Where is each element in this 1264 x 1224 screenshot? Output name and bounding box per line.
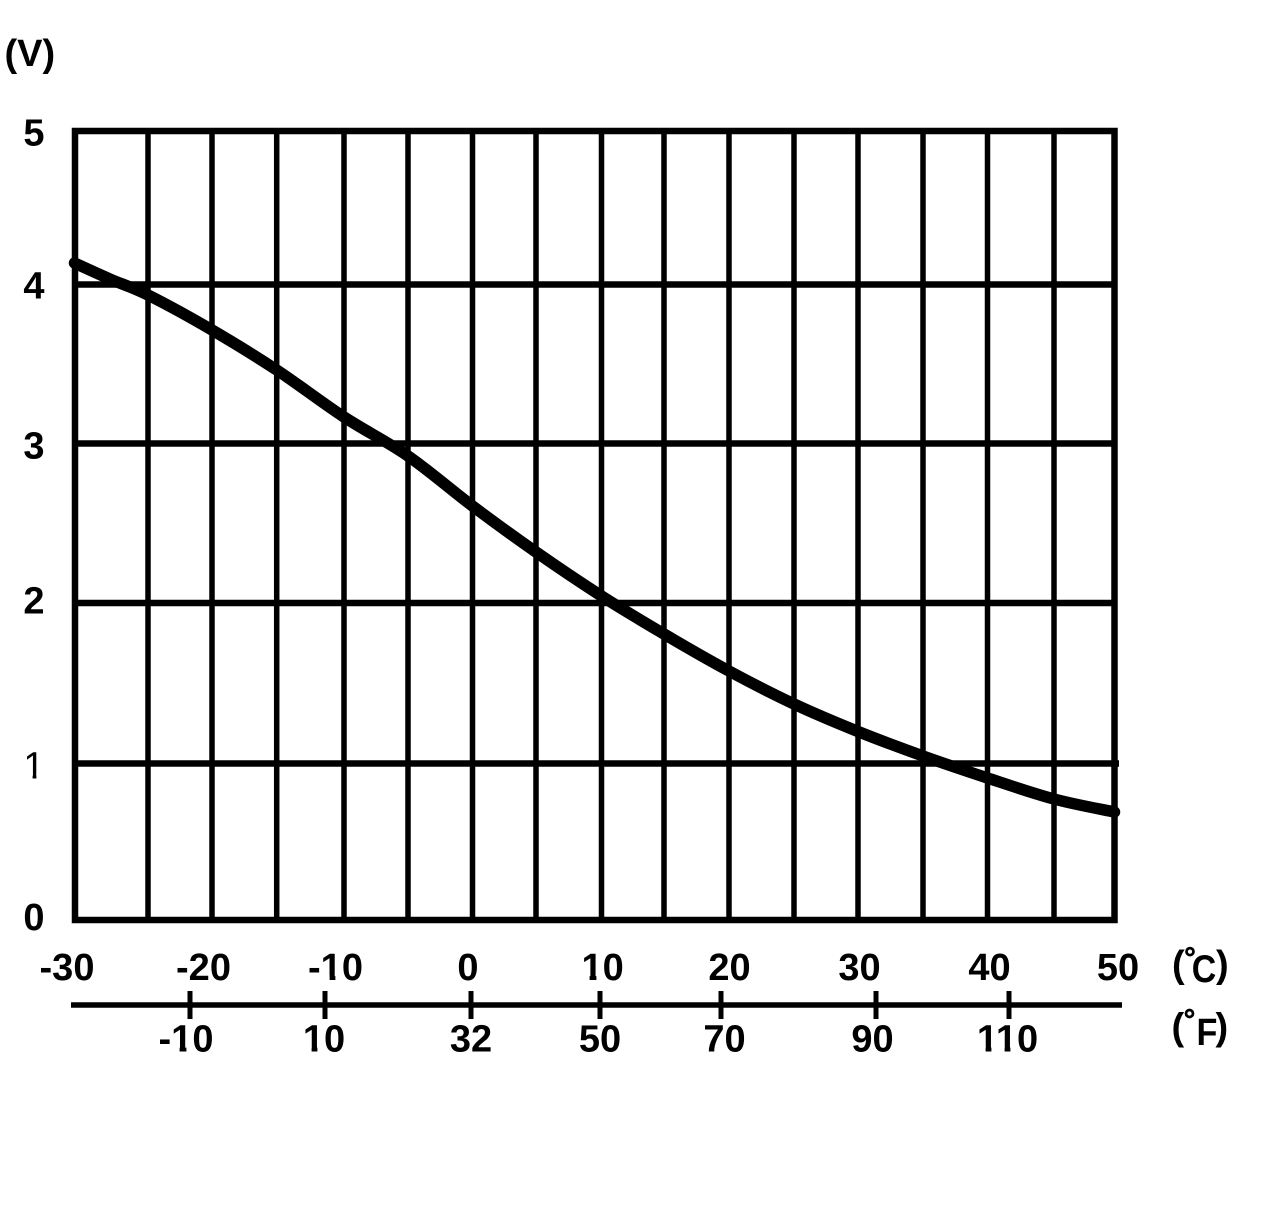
svg-text:-30: -30 xyxy=(40,947,95,989)
svg-text:3: 3 xyxy=(23,426,44,468)
svg-text:-10: -10 xyxy=(159,1019,214,1061)
svg-text:10: 10 xyxy=(303,1019,345,1061)
svg-text:32: 32 xyxy=(450,1019,492,1061)
svg-text:(: ( xyxy=(1172,1007,1185,1049)
svg-text:-10: -10 xyxy=(308,947,363,989)
svg-text:1: 1 xyxy=(23,746,44,788)
svg-text:C: C xyxy=(1192,947,1217,991)
svg-text:30: 30 xyxy=(838,947,880,989)
svg-text:(: ( xyxy=(1172,944,1185,986)
svg-text:0: 0 xyxy=(457,947,478,989)
svg-text:90: 90 xyxy=(851,1019,893,1061)
svg-text:10: 10 xyxy=(581,947,623,989)
svg-text:4: 4 xyxy=(23,266,44,308)
svg-text:40: 40 xyxy=(968,947,1010,989)
svg-text:0: 0 xyxy=(23,897,44,939)
svg-text:5: 5 xyxy=(23,112,44,154)
svg-text:): ) xyxy=(1216,944,1229,986)
svg-text:): ) xyxy=(1216,1007,1229,1049)
svg-text:-20: -20 xyxy=(176,947,231,989)
svg-text:50: 50 xyxy=(579,1019,621,1061)
svg-text:50: 50 xyxy=(1097,947,1139,989)
svg-text:110: 110 xyxy=(977,1019,1038,1061)
svg-text:20: 20 xyxy=(708,947,750,989)
svg-text:70: 70 xyxy=(703,1019,745,1061)
svg-text:F: F xyxy=(1197,1010,1218,1053)
svg-text:2: 2 xyxy=(23,581,44,623)
svg-text:(V): (V) xyxy=(5,33,56,75)
